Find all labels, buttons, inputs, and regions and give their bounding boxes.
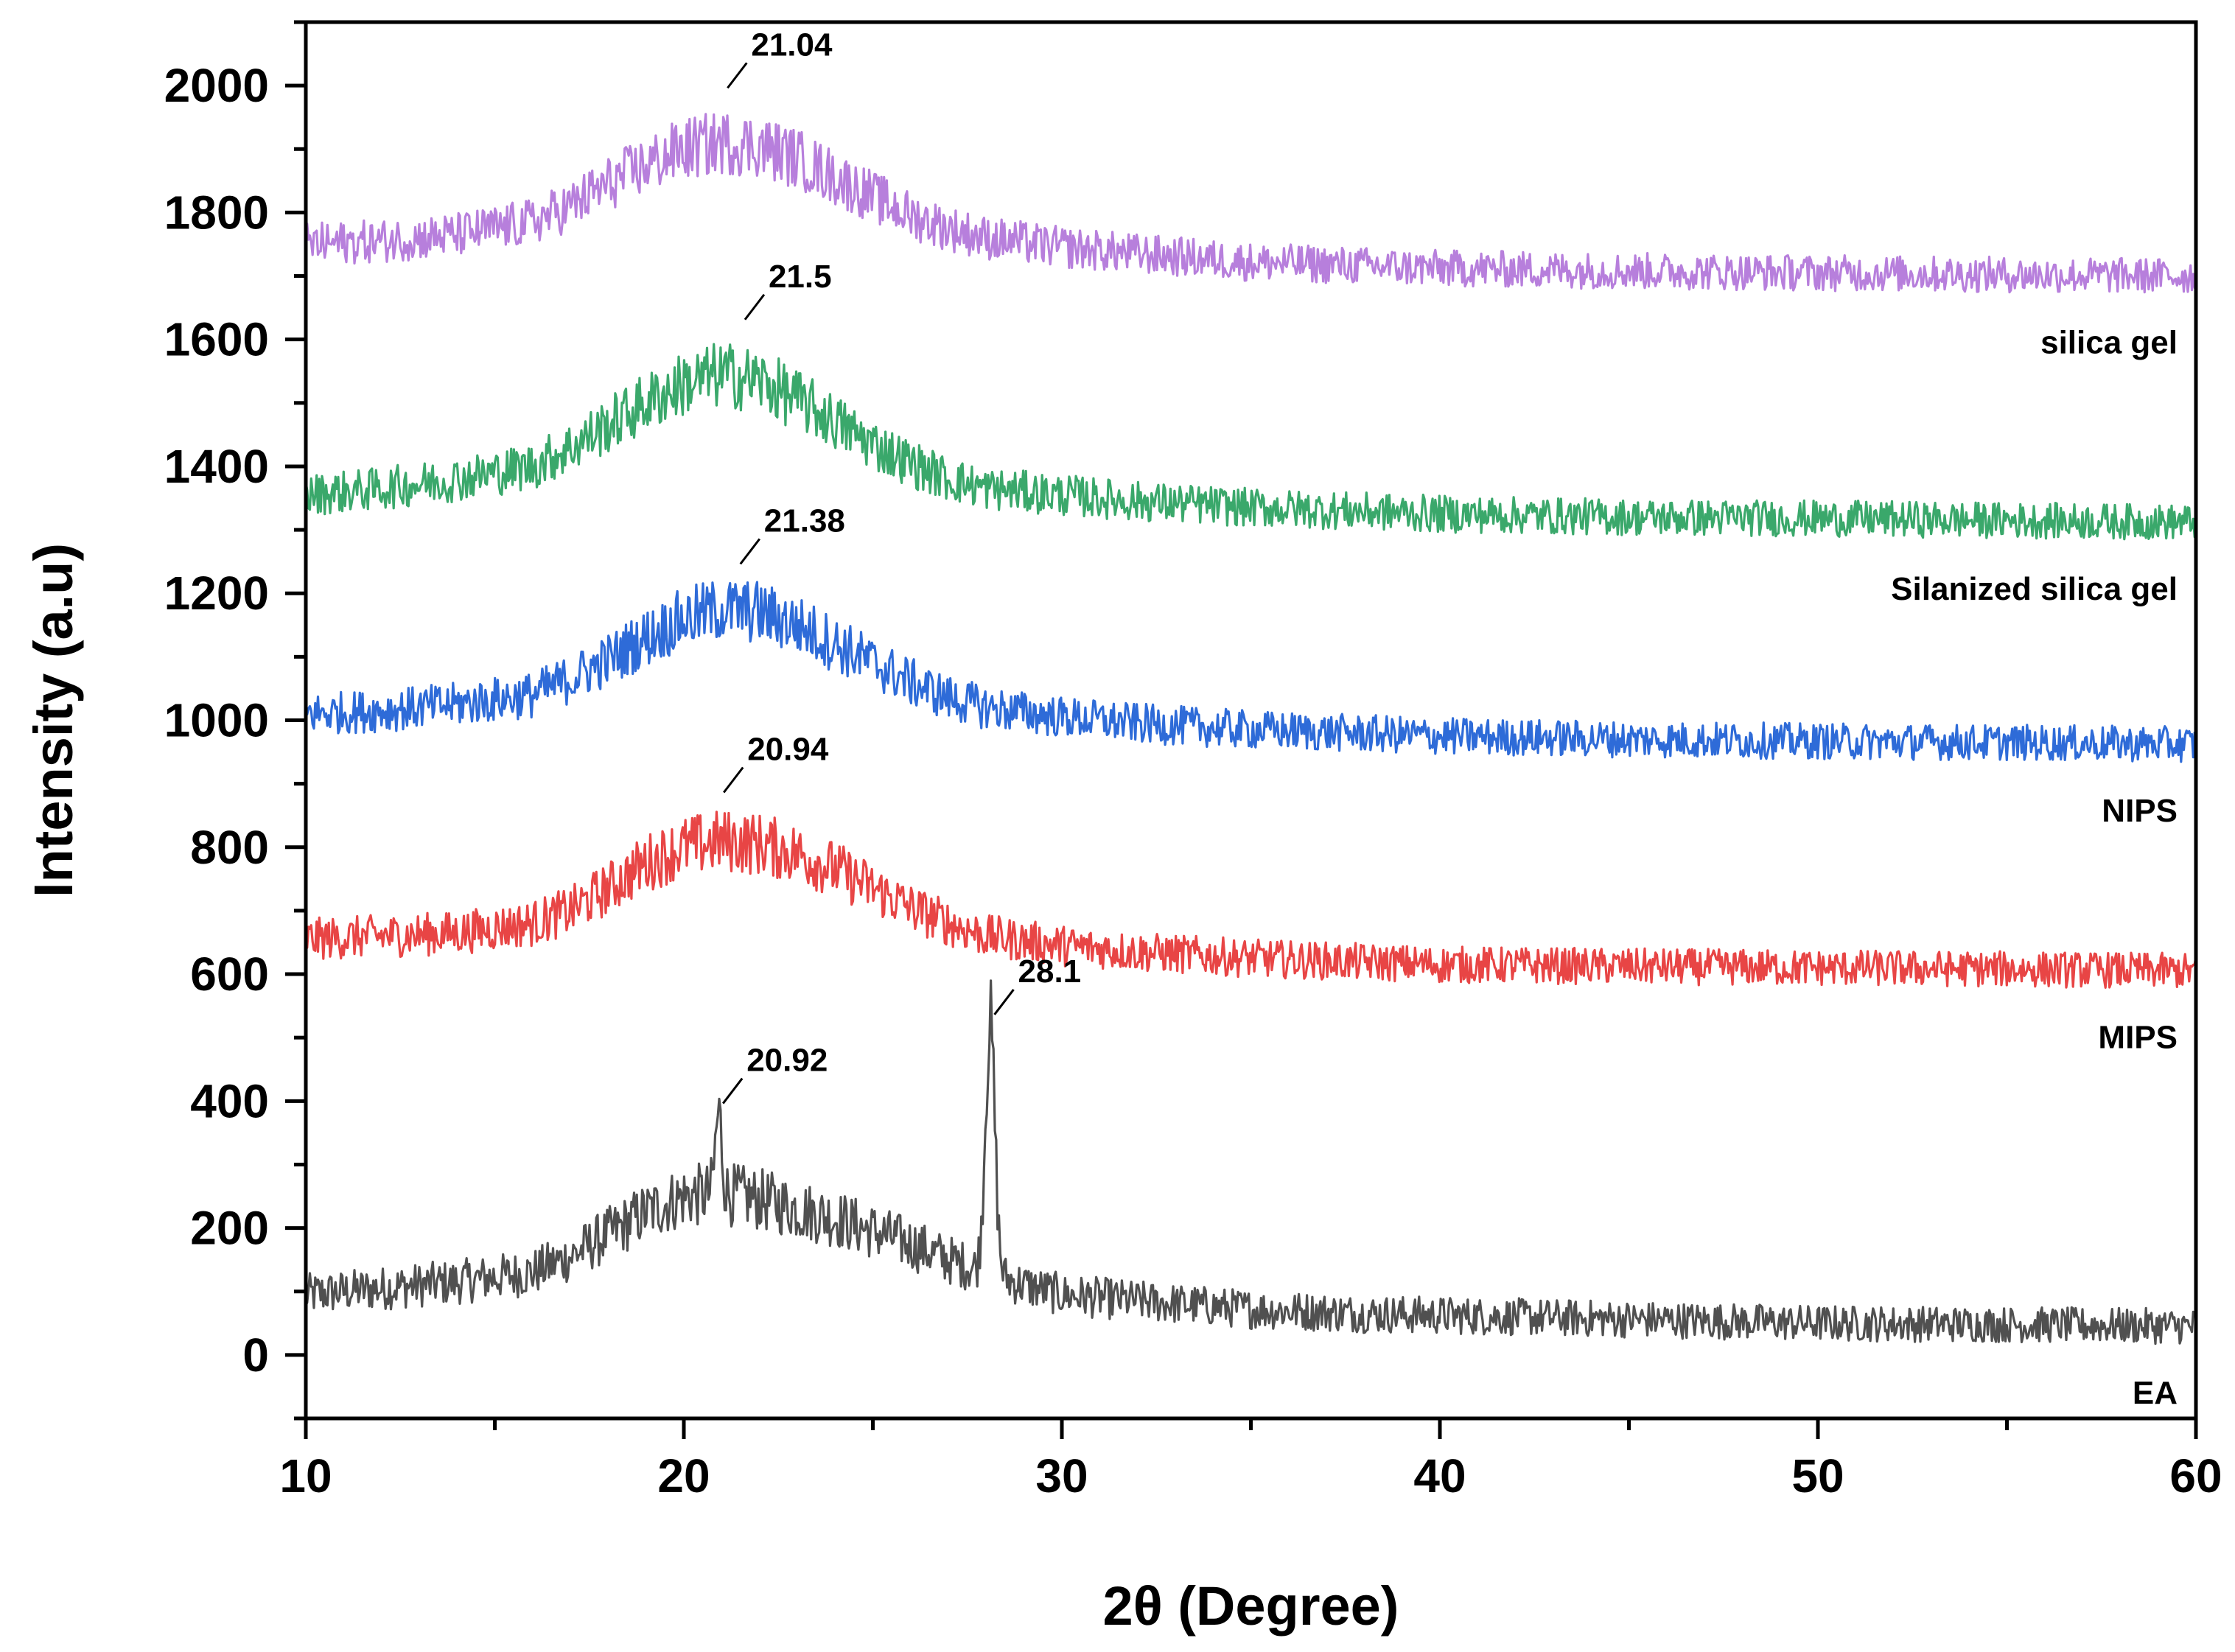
- peak-annotations: 20.92 28.1 20.94 21.38 21.5 21.04: [722, 27, 1082, 1105]
- y-tick-label: 1200: [164, 567, 269, 620]
- series-label: MIPS: [2098, 1020, 2178, 1056]
- x-tick-label: 20: [657, 1449, 710, 1502]
- x-tick-label: 30: [1035, 1449, 1088, 1502]
- peak-label: 21.5: [769, 259, 832, 295]
- series-layer: [304, 113, 2197, 1345]
- series-line-silanized-silica-gel: [304, 343, 2197, 541]
- series-label: Silanized silica gel: [1891, 571, 2178, 607]
- y-tick-label: 400: [190, 1074, 269, 1127]
- x-tick-label: 40: [1413, 1449, 1466, 1502]
- y-tick-label: 1000: [164, 694, 269, 747]
- peak-label: 28.1: [1018, 953, 1082, 990]
- y-tick-label: 2000: [164, 59, 269, 112]
- peak-leader-line: [727, 62, 748, 89]
- y-tick-label: 0: [242, 1329, 269, 1382]
- y-tick-label: 1800: [164, 186, 269, 239]
- peak-leader-line: [744, 293, 766, 321]
- series-label: NIPS: [2102, 793, 2178, 829]
- peak-label: 21.04: [751, 27, 833, 63]
- peak-leader-line: [739, 538, 760, 565]
- y-tick-label: 600: [190, 948, 269, 1001]
- peak-leader-line: [722, 1077, 744, 1105]
- series-label: EA: [2133, 1375, 2178, 1411]
- y-axis-title: Intensity (a.u): [23, 543, 84, 897]
- series-line-silica-gel: [304, 113, 2197, 294]
- peak-leader-line: [723, 766, 744, 794]
- series-line-ea: [304, 979, 2197, 1345]
- x-axis: 10 20 30 40 50 60: [279, 1418, 2222, 1502]
- series-line-mips: [304, 811, 2197, 989]
- peak-leader-line: [993, 989, 1015, 1015]
- x-tick-label: 50: [1791, 1449, 1844, 1502]
- y-tick-label: 200: [190, 1202, 269, 1255]
- x-tick-label: 60: [2169, 1449, 2222, 1502]
- x-axis-title: 2θ (Degree): [1103, 1575, 1399, 1637]
- peak-label: 20.94: [747, 731, 829, 767]
- series-line-nips: [304, 581, 2197, 763]
- x-tick-label: 10: [279, 1449, 332, 1502]
- series-labels: EA MIPS NIPS Silanized silica gel silica gel: [1891, 325, 2178, 1412]
- peak-label: 20.92: [746, 1043, 828, 1079]
- peak-label: 21.38: [764, 503, 845, 539]
- y-tick-label: 1400: [164, 440, 269, 493]
- series-label: silica gel: [2040, 325, 2178, 361]
- y-axis: 0 200 400 600 800 1000 1200 1400 1600 1800 2000: [164, 20, 306, 1421]
- y-tick-label: 800: [190, 821, 269, 874]
- y-tick-label: 1600: [164, 313, 269, 366]
